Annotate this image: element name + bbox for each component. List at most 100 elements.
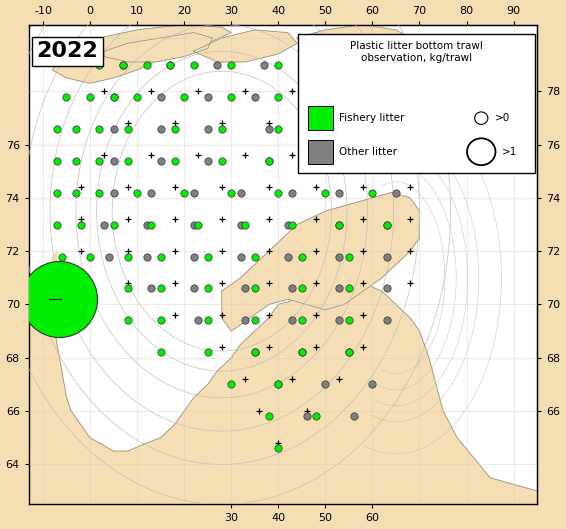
Polygon shape (297, 24, 410, 51)
Point (217, 124, 226, 133)
Point (179, 188, 188, 197)
Point (368, 380, 377, 389)
Polygon shape (53, 24, 231, 83)
Point (392, 188, 401, 197)
Point (57, 252, 66, 261)
Point (194, 220, 203, 229)
Point (217, 156, 226, 165)
Point (156, 348, 165, 357)
Point (297, 316, 306, 325)
Polygon shape (335, 51, 429, 123)
Point (288, 284, 297, 293)
Point (335, 252, 344, 261)
Polygon shape (104, 33, 212, 62)
Point (123, 156, 132, 165)
Point (118, 60, 127, 69)
Point (344, 284, 353, 293)
Point (203, 284, 212, 293)
Point (250, 348, 259, 357)
Point (142, 220, 151, 229)
Point (203, 156, 212, 165)
Point (311, 156, 320, 165)
Circle shape (467, 138, 495, 165)
Point (57, 284, 66, 293)
Point (156, 316, 165, 325)
Point (335, 220, 344, 229)
Text: Other litter: Other litter (339, 147, 397, 157)
Point (71, 124, 80, 133)
Point (118, 60, 127, 69)
Point (156, 93, 165, 101)
Point (250, 316, 259, 325)
Point (76, 220, 85, 229)
Point (382, 284, 391, 293)
Point (274, 124, 283, 133)
Point (109, 156, 118, 165)
Point (203, 124, 212, 133)
Point (344, 316, 353, 325)
Point (203, 348, 212, 357)
Point (349, 412, 358, 421)
Point (213, 60, 222, 69)
Point (71, 156, 80, 165)
Point (147, 220, 156, 229)
Point (203, 316, 212, 325)
Point (297, 284, 306, 293)
Point (382, 316, 391, 325)
Polygon shape (222, 193, 419, 331)
Point (189, 252, 198, 261)
Point (274, 380, 283, 389)
Polygon shape (29, 272, 537, 505)
Point (132, 188, 142, 197)
Point (264, 156, 273, 165)
Point (53, 124, 62, 133)
Text: >0: >0 (495, 113, 510, 123)
Circle shape (475, 112, 488, 124)
Point (95, 188, 104, 197)
Point (71, 188, 80, 197)
Point (189, 60, 198, 69)
Point (382, 252, 391, 261)
Point (368, 124, 377, 133)
Point (368, 188, 377, 197)
Point (189, 284, 198, 293)
Point (344, 252, 353, 261)
Point (109, 93, 118, 101)
Point (189, 188, 198, 197)
Point (382, 220, 391, 229)
Point (95, 156, 104, 165)
Point (307, 60, 316, 69)
Point (227, 60, 236, 69)
Point (250, 93, 259, 101)
Text: >1: >1 (501, 147, 517, 157)
Point (156, 156, 165, 165)
Point (250, 348, 259, 357)
Point (123, 316, 132, 325)
Point (297, 348, 306, 357)
Point (344, 348, 353, 357)
Point (321, 124, 330, 133)
Point (227, 93, 236, 101)
Point (368, 93, 377, 101)
Point (109, 188, 118, 197)
Point (415, 156, 424, 165)
Point (109, 93, 118, 101)
Point (156, 124, 165, 133)
Point (321, 93, 330, 101)
Point (85, 252, 95, 261)
Point (132, 93, 142, 101)
Polygon shape (194, 30, 297, 62)
Point (368, 156, 377, 165)
Point (189, 220, 198, 229)
Point (170, 124, 179, 133)
Point (165, 60, 174, 69)
Point (53, 220, 62, 229)
Point (170, 156, 179, 165)
Point (274, 444, 283, 453)
Point (283, 252, 292, 261)
Point (311, 412, 320, 421)
Point (335, 316, 344, 325)
Point (203, 252, 212, 261)
Point (100, 220, 109, 229)
Point (321, 380, 330, 389)
